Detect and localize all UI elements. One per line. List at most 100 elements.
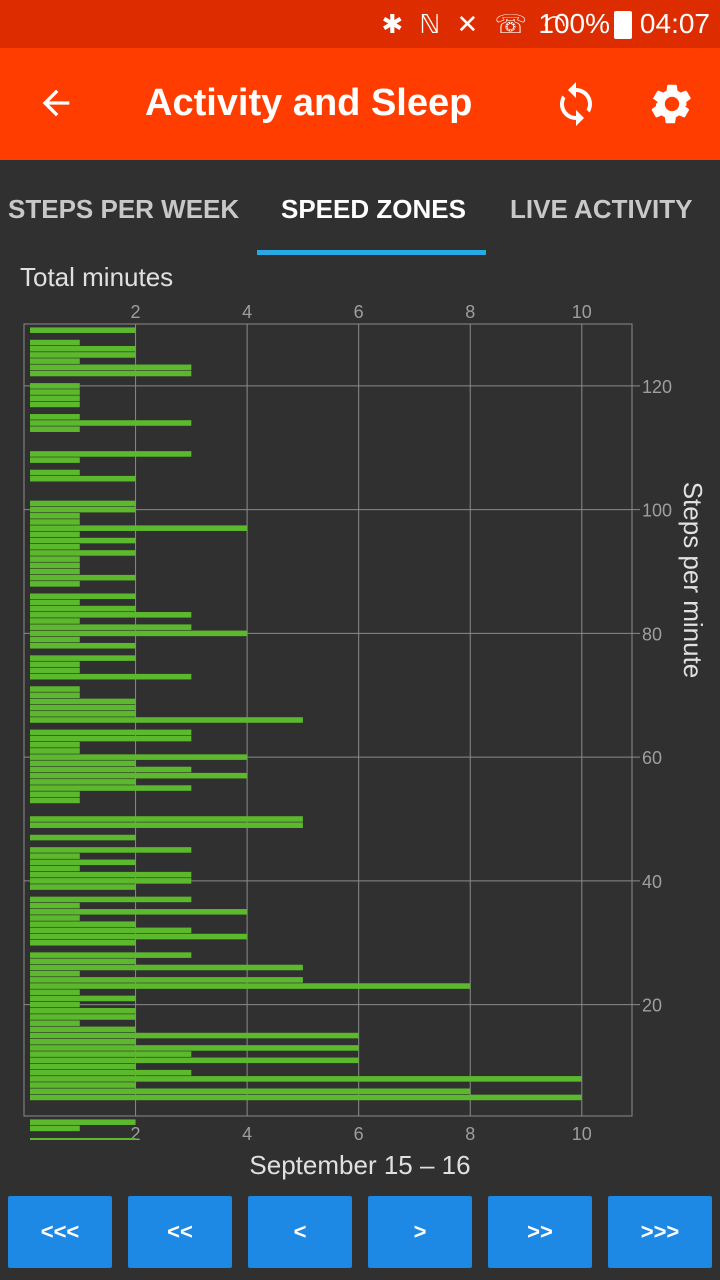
chart-bar — [30, 624, 192, 630]
chart-bar — [30, 797, 80, 804]
chart-bar — [30, 1069, 192, 1076]
nav-next-button[interactable]: > — [368, 1196, 472, 1268]
chart-bar — [30, 933, 248, 940]
chart-bar — [30, 475, 136, 482]
chart-bar — [30, 593, 136, 600]
chart-bar — [30, 995, 136, 1002]
chart-bar — [30, 568, 80, 575]
chart-bar — [30, 531, 80, 538]
chart-bar — [30, 414, 80, 420]
chart-bar — [30, 636, 80, 643]
chart-bar — [30, 358, 80, 364]
chart-bar — [30, 618, 80, 624]
chart-bar — [30, 364, 192, 371]
chart-bar — [30, 451, 192, 457]
chart-bar — [30, 909, 248, 915]
chart-bar — [30, 667, 80, 674]
nav-prev-button[interactable]: < — [248, 1196, 352, 1268]
x-tick-label-bottom: 10 — [572, 1124, 592, 1140]
nav-back-far-button[interactable]: << — [128, 1196, 232, 1268]
active-tab-indicator — [257, 250, 486, 255]
chart-bar — [30, 395, 80, 402]
tab-steps-per-week[interactable]: STEPS PER WEEK — [8, 194, 240, 224]
chart-bar — [30, 506, 136, 513]
y-tick-label: 60 — [642, 748, 662, 768]
chart-bar — [30, 927, 192, 934]
chart-bar — [30, 729, 192, 736]
chart-bar — [30, 791, 80, 798]
chart-bar — [30, 556, 80, 562]
date-range: September 15 – 16 — [249, 1150, 471, 1180]
chart-bar — [30, 686, 80, 692]
chart-bar — [30, 977, 303, 983]
chart-bar — [30, 389, 80, 395]
chart-bar — [30, 939, 136, 946]
chart-bar — [30, 921, 136, 927]
nav-last-button[interactable]: >>> — [608, 1196, 712, 1268]
chart-bar — [30, 661, 80, 668]
chart-bar — [30, 884, 136, 890]
tab-speed-zones[interactable]: SPEED ZONES — [281, 194, 466, 224]
app-bar: Activity and Sleep — [0, 48, 720, 160]
chart-bar — [30, 642, 136, 649]
chart-bar — [30, 1088, 471, 1095]
x-tick-label-top: 8 — [465, 302, 475, 322]
tab-live-activity[interactable]: LIVE ACTIVITY — [510, 194, 693, 224]
chart-bar — [30, 896, 192, 903]
y-tick-label: 40 — [642, 872, 662, 892]
nav-forward-far-button[interactable]: >> — [488, 1196, 592, 1268]
tab-bar: STEPS PER WEEK SPEED ZONES LIVE ACTIVITY — [0, 160, 720, 256]
chart-bar — [30, 401, 80, 408]
chart-bar — [30, 779, 136, 785]
chart-bar — [30, 327, 136, 333]
chart-bar — [30, 605, 136, 612]
chart-bar — [30, 1125, 80, 1132]
chart-bar — [30, 717, 303, 723]
arrow-back-icon[interactable] — [36, 78, 76, 128]
chart-bar — [30, 345, 136, 352]
nav-first-button[interactable]: <<< — [8, 1196, 112, 1268]
chart-bar — [30, 983, 471, 989]
chart-bar — [30, 655, 136, 661]
chart-bar — [30, 519, 80, 525]
chart-x-title: Total minutes — [20, 262, 174, 292]
chart-bar — [30, 339, 80, 346]
chart-bar — [30, 599, 80, 606]
x-tick-label-bottom: 8 — [465, 1124, 475, 1140]
chart-bar — [30, 766, 192, 773]
chart-bar — [30, 1076, 582, 1082]
chart-bar — [30, 1045, 359, 1051]
chart-bar — [30, 772, 248, 779]
chart-bar — [30, 1063, 136, 1070]
x-tick-label-top: 6 — [354, 302, 364, 322]
chart-bar — [30, 1014, 136, 1020]
y-tick-label: 100 — [642, 501, 672, 521]
sync-icon[interactable] — [552, 80, 600, 128]
chart-bar — [30, 748, 80, 754]
chart-bar — [30, 871, 192, 878]
chart-bar — [30, 500, 136, 507]
chart-bar — [30, 1038, 136, 1045]
chart-bar — [30, 1032, 359, 1039]
chart-bar — [30, 426, 80, 432]
chart-bar — [30, 847, 192, 853]
chart-bar — [30, 630, 248, 637]
chart-bar — [30, 1057, 359, 1064]
y-tick-label: 80 — [642, 624, 662, 644]
chart-bar — [30, 970, 80, 977]
chart-bar — [30, 1008, 136, 1014]
chart-bar — [30, 1051, 192, 1057]
chart-bar — [30, 859, 136, 866]
battery-percent: 100% — [538, 8, 610, 39]
chart-bar — [30, 1026, 136, 1033]
y-axis-title: Steps per minute — [678, 482, 708, 679]
page-title: Activity and Sleep — [145, 82, 473, 124]
chart-bar — [30, 964, 303, 971]
clock: 04:07 — [639, 8, 710, 39]
chart-bar — [30, 1001, 80, 1008]
chart-bar — [30, 760, 136, 767]
chart-bar — [30, 785, 192, 791]
x-tick-label-bottom: 6 — [354, 1124, 364, 1140]
settings-gear-icon[interactable] — [648, 80, 696, 128]
chart-bar — [30, 525, 248, 531]
